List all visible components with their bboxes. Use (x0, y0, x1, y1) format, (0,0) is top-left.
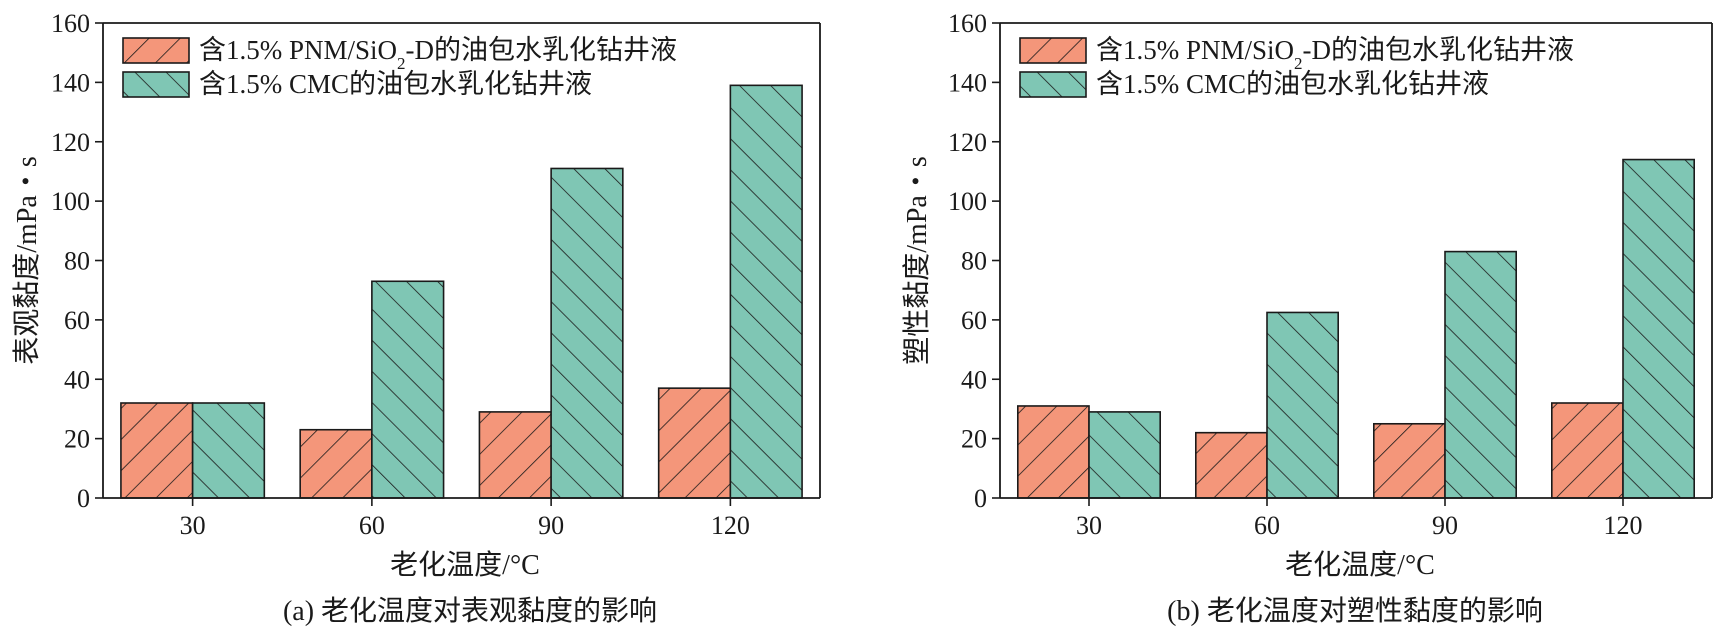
chart-panel-a: 0 20 40 60 80 100 120 140 160 30 60 90 120 老化温度/°C 表观黏… (11, 9, 821, 627)
bar-s2-120 (729, 84, 803, 499)
y-tick-label: 120 (948, 128, 987, 157)
bar-s2-60 (371, 280, 445, 499)
x-axis-label: 老化温度/°C (390, 549, 540, 581)
chart-caption: (a) 老化温度对表观黏度的影响 (283, 595, 657, 627)
legend-item-2: 含1.5% CMC的油包水乳化钻井液 (1019, 69, 1489, 99)
bar-s1-60 (1195, 431, 1268, 499)
y-tick-label: 160 (51, 9, 90, 38)
legend-swatch (122, 37, 190, 64)
bar-s2-60 (1266, 311, 1339, 499)
x-axis-label: 老化温度/°C (1285, 549, 1435, 581)
bar-s2-90 (550, 167, 624, 499)
bar-s1-90 (1373, 422, 1446, 499)
legend-swatch (1019, 37, 1087, 64)
x-tick-label: 30 (180, 511, 206, 540)
y-tick-label: 80 (64, 247, 90, 276)
y-tick-label: 0 (974, 484, 987, 513)
bar-s1-120 (657, 387, 732, 499)
y-tick-label: 0 (77, 484, 90, 513)
x-tick-label: 60 (1254, 511, 1280, 540)
y-tick-label: 20 (961, 425, 987, 454)
bar-s2-30 (1088, 411, 1161, 499)
legend-label: 含1.5% PNM/SiO2-D的油包水乳化钻井液 (1096, 35, 1574, 73)
legend-label: 含1.5% CMC的油包水乳化钻井液 (1096, 69, 1489, 99)
y-tick-label: 100 (51, 187, 90, 216)
chart-panel-b: 0 20 40 60 80 100 120 140 160 30 60 90 120 老化温度/°C 塑性黏… (901, 9, 1713, 627)
y-tick-label: 60 (961, 306, 987, 335)
y-tick-label: 140 (948, 68, 987, 97)
legend-item-1: 含1.5% PNM/SiO2-D的油包水乳化钻井液 (1019, 35, 1574, 73)
x-tick-label: 90 (538, 511, 564, 540)
bar-s1-30 (1016, 405, 1090, 499)
legend-swatch (1019, 71, 1087, 98)
legend-item-1: 含1.5% PNM/SiO2-D的油包水乳化钻井液 (122, 35, 677, 73)
y-tick-label: 160 (948, 9, 987, 38)
legend-label: 含1.5% PNM/SiO2-D的油包水乳化钻井液 (199, 35, 677, 73)
bar-s2-30 (191, 402, 266, 499)
legend-swatch (122, 71, 190, 98)
bar-s1-60 (299, 428, 373, 499)
bar-s2-90 (1444, 250, 1517, 499)
y-tick-label: 40 (64, 365, 90, 394)
x-tick-label: 30 (1076, 511, 1102, 540)
y-tick-label: 80 (961, 247, 987, 276)
y-tick-label: 40 (961, 365, 987, 394)
legend-item-2: 含1.5% CMC的油包水乳化钻井液 (122, 69, 592, 99)
y-tick-label: 120 (51, 128, 90, 157)
y-tick-label: 140 (51, 68, 90, 97)
bar-s1-30 (120, 402, 194, 499)
x-tick-label: 120 (711, 511, 750, 540)
x-tick-label: 120 (1604, 511, 1643, 540)
bar-s1-120 (1551, 402, 1624, 499)
bar-s1-90 (478, 411, 552, 499)
legend-label: 含1.5% CMC的油包水乳化钻井液 (199, 69, 592, 99)
chart-caption: (b) 老化温度对塑性黏度的影响 (1167, 595, 1543, 627)
y-tick-label: 20 (64, 425, 90, 454)
bar-s2-120 (1622, 158, 1695, 499)
x-tick-label: 60 (359, 511, 385, 540)
y-axis-label: 塑性黏度/mPa・s (901, 156, 933, 364)
x-tick-label: 90 (1432, 511, 1458, 540)
y-tick-label: 100 (948, 187, 987, 216)
y-tick-label: 60 (64, 306, 90, 335)
y-axis-label: 表观黏度/mPa・s (11, 156, 43, 364)
